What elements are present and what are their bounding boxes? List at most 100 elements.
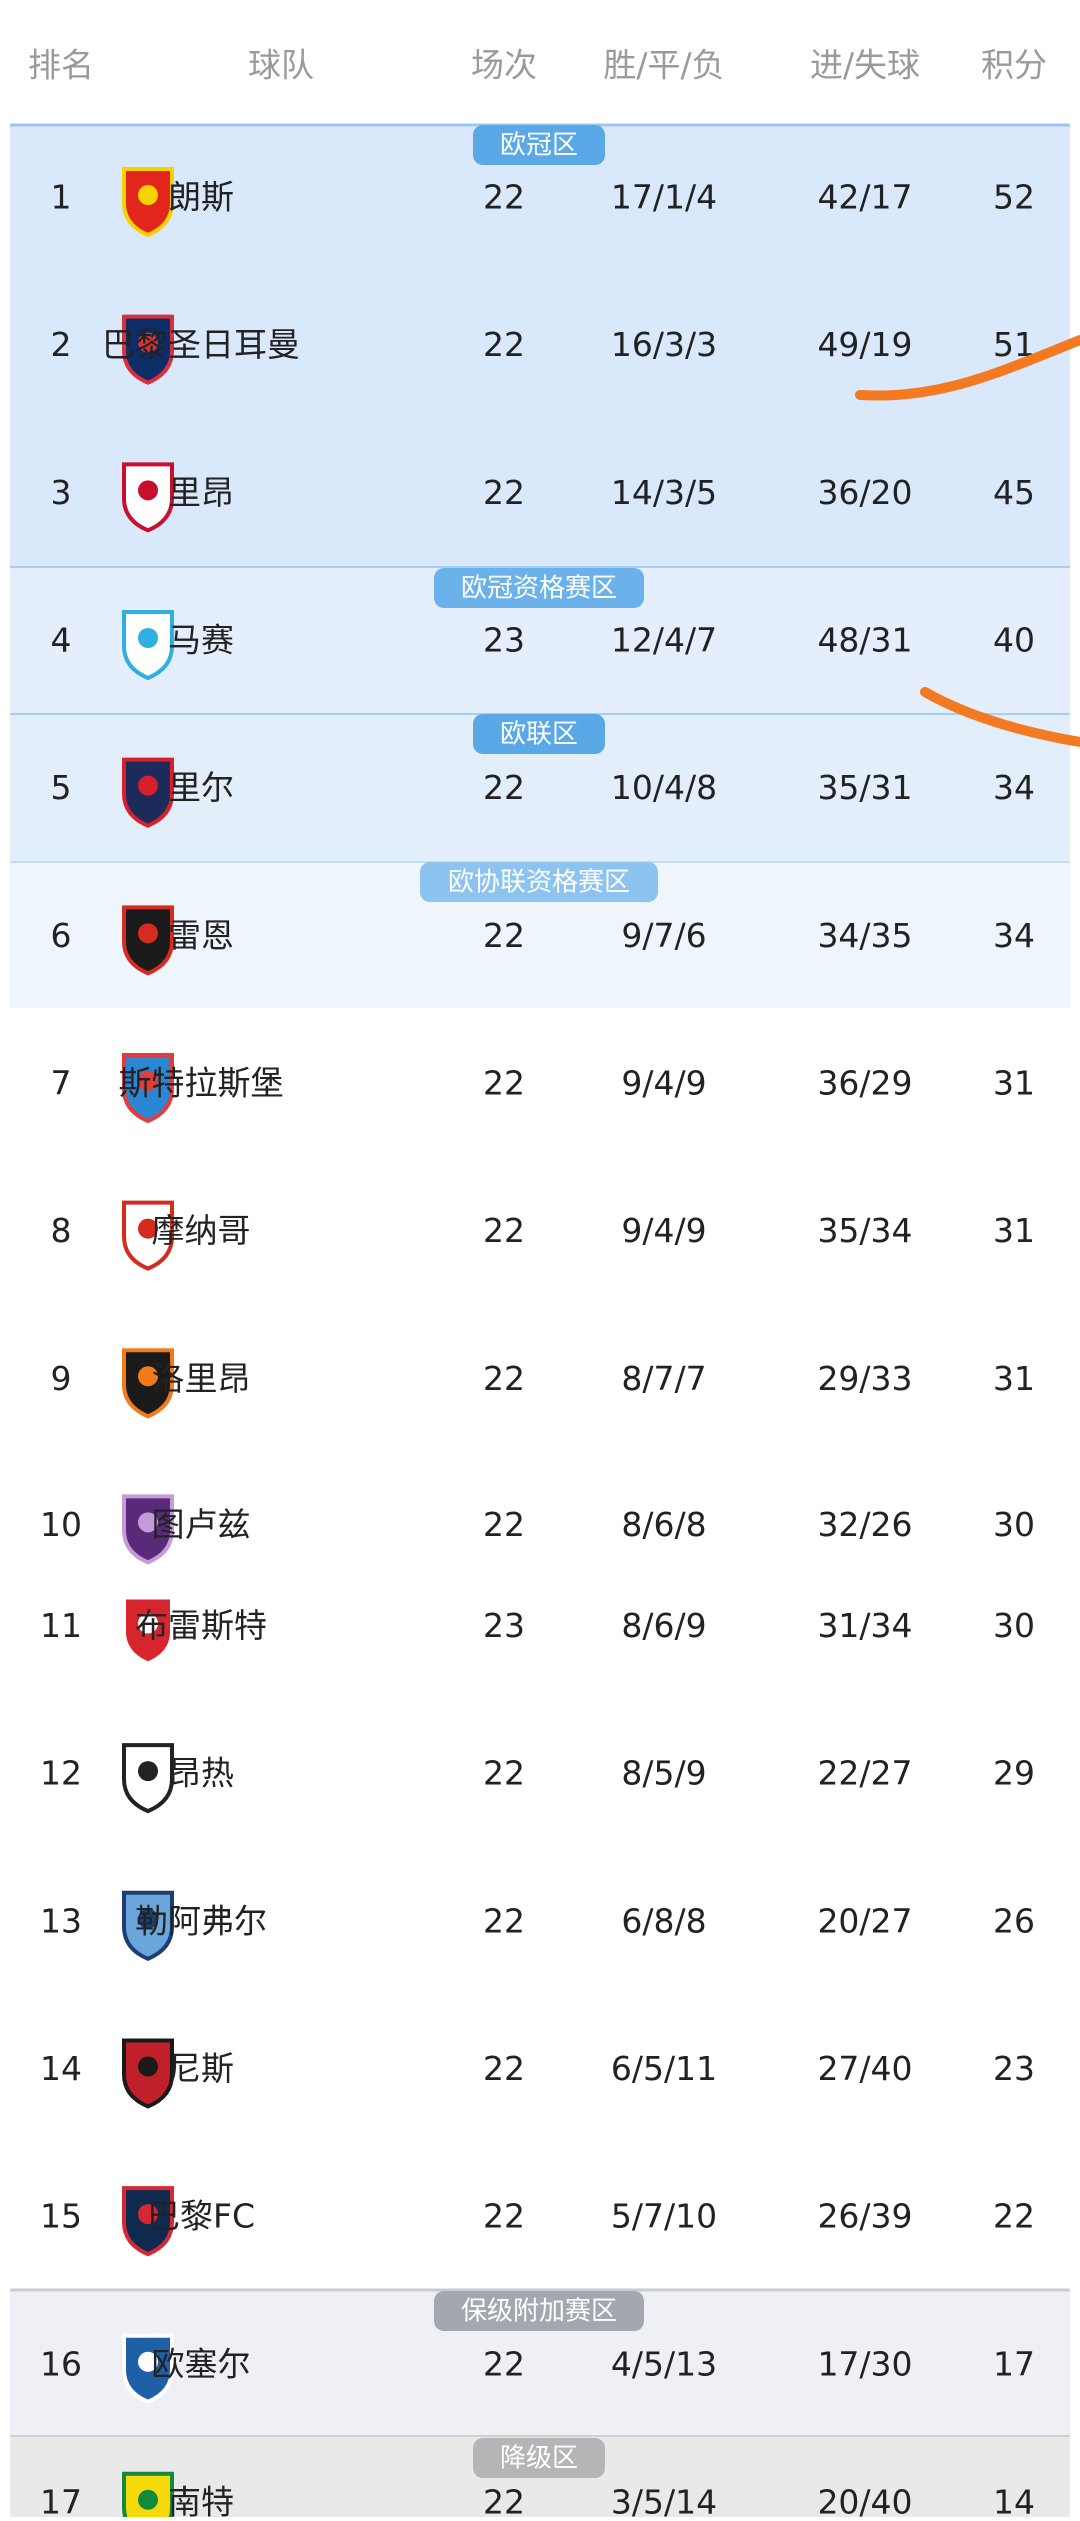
- played: 22: [483, 1754, 525, 1793]
- team-logo-detail: [138, 1366, 158, 1387]
- team-name: 雷恩: [168, 916, 234, 955]
- rank: 15: [40, 2197, 82, 2236]
- team-logo-detail: [138, 1218, 158, 1239]
- zone-pill: [473, 2438, 605, 2478]
- points: 31: [993, 1063, 1035, 1102]
- team-logo-detail: [138, 1070, 158, 1091]
- column-header: 排名: [28, 46, 94, 85]
- goals: 20/27: [817, 1901, 912, 1940]
- rank: 17: [40, 2482, 82, 2517]
- zone-pill: [473, 125, 605, 165]
- goals: 36/20: [817, 473, 912, 512]
- points: 29: [993, 1754, 1035, 1793]
- rank: 9: [51, 1359, 72, 1398]
- column-header: 积分: [981, 46, 1047, 85]
- played: 23: [483, 621, 525, 660]
- rank: 2: [51, 325, 72, 364]
- played: 22: [483, 178, 525, 217]
- rank: 3: [51, 473, 72, 512]
- record: 6/8/8: [621, 1901, 706, 1940]
- goals: 32/26: [817, 1505, 912, 1544]
- record: 9/7/6: [621, 916, 706, 955]
- points: 17: [993, 2344, 1035, 2383]
- rank: 11: [40, 1606, 82, 1645]
- annotation-stroke: [855, 335, 1080, 401]
- goals: 34/35: [817, 916, 912, 955]
- team-logo-detail: [138, 2351, 158, 2372]
- rank: 12: [40, 1754, 82, 1793]
- zone-label: 欧冠区: [500, 131, 578, 161]
- goals: 48/31: [817, 621, 912, 660]
- team-name: 朗斯: [168, 178, 234, 217]
- column-header: 胜/平/负: [603, 46, 724, 85]
- team-logo-detail: [138, 480, 158, 501]
- goals: 31/34: [817, 1606, 912, 1645]
- record: 3/5/14: [611, 2482, 717, 2517]
- annotation-stroke: [920, 687, 1080, 747]
- team-name: 马赛: [168, 621, 234, 660]
- record: 10/4/8: [611, 768, 717, 807]
- points: 31: [993, 1211, 1035, 1250]
- zone-label: 降级区: [500, 2444, 578, 2474]
- points: 30: [993, 1606, 1035, 1645]
- zone-label: 欧联区: [500, 720, 578, 750]
- team-logo-detail: [138, 1908, 158, 1929]
- rank: 16: [40, 2344, 82, 2383]
- team-logo-detail: [138, 185, 158, 206]
- played: 22: [483, 916, 525, 955]
- column-header: 场次: [471, 46, 537, 85]
- record: 8/5/9: [621, 1754, 706, 1793]
- record: 8/7/7: [621, 1359, 706, 1398]
- record: 9/4/9: [621, 1211, 706, 1250]
- team-logo-detail: [138, 332, 158, 353]
- team-name: 摩纳哥: [152, 1211, 251, 1250]
- zone-label: 保级附加赛区: [461, 2297, 617, 2327]
- team-name: 里尔: [168, 768, 234, 807]
- rank: 5: [51, 768, 72, 807]
- team-logo-detail: [138, 1613, 158, 1634]
- zone-pill: [434, 568, 644, 608]
- played: 22: [483, 1359, 525, 1398]
- team-name: 尼斯: [168, 2049, 234, 2088]
- points: 52: [993, 178, 1035, 217]
- record: 8/6/9: [621, 1606, 706, 1645]
- played: 22: [483, 2482, 525, 2517]
- record: 14/3/5: [611, 473, 717, 512]
- team-name: 里昂: [168, 473, 234, 512]
- zone-pill: [434, 2291, 644, 2331]
- record: 17/1/4: [611, 178, 717, 217]
- team-logo-detail: [138, 775, 158, 796]
- points: 45: [993, 473, 1035, 512]
- played: 22: [483, 473, 525, 512]
- rank: 10: [40, 1505, 82, 1544]
- played: 22: [483, 768, 525, 807]
- record: 16/3/3: [611, 325, 717, 364]
- goals: 42/17: [817, 178, 912, 217]
- record: 4/5/13: [611, 2344, 717, 2383]
- team-name: 欧塞尔: [152, 2344, 251, 2383]
- points: 34: [993, 916, 1035, 955]
- rank: 1: [51, 178, 72, 217]
- goals: 36/29: [817, 1063, 912, 1102]
- points: 40: [993, 621, 1035, 660]
- team-name: 图卢兹: [152, 1505, 251, 1544]
- zone-pill: [420, 862, 658, 902]
- team-name: 南特: [168, 2482, 234, 2517]
- goals: 49/19: [817, 325, 912, 364]
- goals: 17/30: [817, 2344, 912, 2383]
- team-name: 勒阿弗尔: [135, 1901, 267, 1940]
- played: 22: [483, 2344, 525, 2383]
- played: 22: [483, 1901, 525, 1940]
- team-logo-detail: [138, 2204, 158, 2225]
- record: 9/4/9: [621, 1063, 706, 1102]
- points: 31: [993, 1359, 1035, 1398]
- rank: 4: [51, 621, 72, 660]
- played: 22: [483, 325, 525, 364]
- points: 23: [993, 2049, 1035, 2088]
- team-name: 斯特拉斯堡: [119, 1063, 284, 1102]
- goals: 35/31: [817, 768, 912, 807]
- record: 8/6/8: [621, 1505, 706, 1544]
- team-logo-detail: [138, 628, 158, 648]
